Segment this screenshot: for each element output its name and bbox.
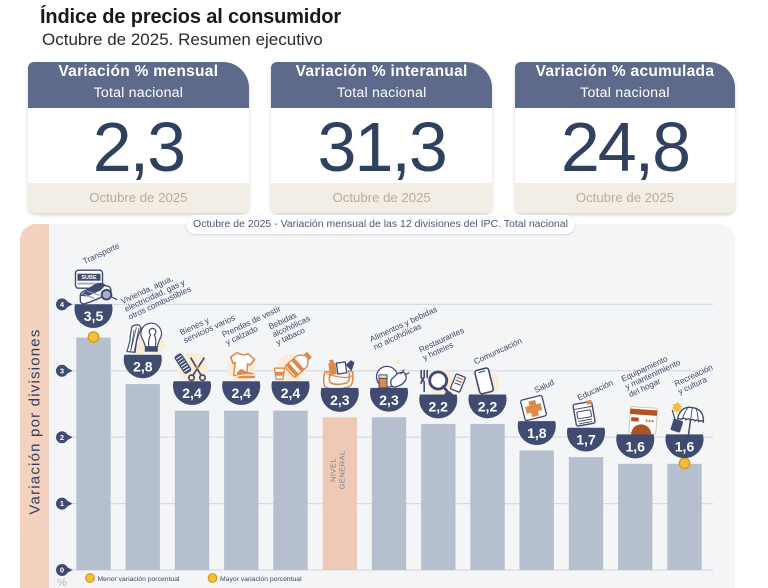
svg-text:Equipamientoy mantenimientodel: Equipamientoy mantenimientodel hogar — [620, 350, 686, 399]
svg-text:Mayor variación porcentual: Mayor variación porcentual — [220, 576, 302, 583]
svg-text:1,6: 1,6 — [675, 438, 695, 454]
svg-text:Restaurantesy hoteles: Restaurantesy hoteles — [418, 326, 470, 363]
svg-text:NIVEL: NIVEL — [329, 458, 338, 482]
svg-text:Transporte: Transporte — [82, 241, 122, 266]
svg-text:0: 0 — [60, 566, 64, 575]
svg-text:Menor variación porcentual: Menor variación porcentual — [98, 576, 180, 583]
svg-text:2,3: 2,3 — [379, 392, 399, 408]
svg-text:%: % — [57, 577, 67, 588]
svg-text:2,4: 2,4 — [281, 385, 301, 401]
svg-text:Comunicación: Comunicación — [473, 336, 524, 366]
svg-text:1: 1 — [60, 499, 64, 508]
svg-text:2,2: 2,2 — [478, 399, 498, 415]
svg-text:1,7: 1,7 — [576, 432, 596, 448]
svg-text:1,8: 1,8 — [527, 425, 547, 441]
svg-text:2,2: 2,2 — [428, 399, 448, 415]
svg-text:3,5: 3,5 — [84, 308, 104, 324]
svg-text:Recreacióny cultura: Recreacióny cultura — [673, 363, 718, 397]
svg-text:SUBE: SUBE — [81, 275, 97, 281]
svg-text:2,4: 2,4 — [182, 385, 202, 401]
svg-text:2: 2 — [60, 433, 64, 442]
svg-text:2,4: 2,4 — [231, 385, 251, 401]
svg-text:1,6: 1,6 — [625, 438, 645, 454]
svg-text:4: 4 — [60, 300, 65, 309]
svg-text:GENERAL: GENERAL — [338, 450, 347, 489]
svg-text:2,8: 2,8 — [133, 359, 153, 375]
svg-text:3: 3 — [60, 366, 64, 375]
svg-text:2,3: 2,3 — [330, 392, 350, 408]
svg-text:Educación: Educación — [576, 378, 615, 403]
svg-text:Vivienda, agua,electricidad, g: Vivienda, agua,electricidad, gas yotros … — [120, 269, 193, 322]
svg-text:Salud: Salud — [533, 378, 556, 395]
